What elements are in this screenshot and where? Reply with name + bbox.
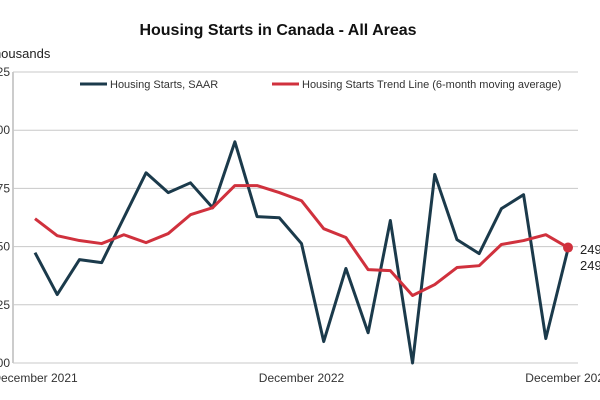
- chart-title: Housing Starts in Canada - All Areas: [139, 22, 417, 39]
- y-tick-label: 325: [0, 65, 10, 79]
- end-label-trend: 249: [580, 242, 600, 257]
- end-label-saar: 249: [580, 258, 600, 273]
- x-tick-label: December 2023: [525, 371, 600, 385]
- legend-label: Housing Starts, SAAR: [110, 79, 218, 91]
- y-tick-label: 250: [0, 240, 10, 254]
- y-tick-label: 200: [0, 356, 10, 370]
- y-tick-label: 275: [0, 181, 10, 195]
- series-line-trend: [34, 184, 569, 297]
- y-axis-label: Thousands: [0, 46, 51, 61]
- series-line-saar: [33, 140, 570, 365]
- y-tick-label: 300: [0, 123, 10, 137]
- y-tick-label: 225: [0, 298, 10, 312]
- x-tick-label: December 2021: [0, 371, 78, 385]
- end-point-marker: [563, 242, 573, 253]
- legend-label: Housing Starts Trend Line (6-month movin…: [302, 79, 561, 91]
- x-tick-label: December 2022: [259, 371, 345, 385]
